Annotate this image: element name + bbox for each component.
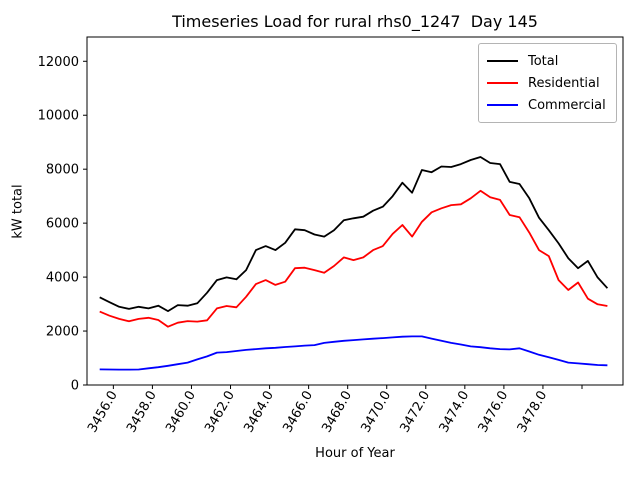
y-tick-label: 2000 — [46, 325, 79, 340]
legend: Total Residential Commercial — [478, 43, 617, 123]
legend-label-residential: Residential — [528, 75, 600, 91]
x-tick-label: 3472.0 — [398, 389, 434, 436]
x-tick-label: 3458.0 — [124, 389, 160, 436]
series-line-total — [99, 156, 609, 313]
x-tick-label: 3464.0 — [241, 389, 277, 436]
legend-label-total: Total — [528, 53, 559, 69]
series-line-commercial — [99, 335, 608, 371]
plot-spines — [86, 36, 624, 386]
y-tick-label: 4000 — [46, 271, 79, 286]
legend-item-residential: Residential — [487, 72, 608, 94]
legend-item-commercial: Commercial — [487, 94, 608, 116]
y-tick-label: 0 — [71, 379, 79, 394]
x-tick-label: 3460.0 — [163, 389, 199, 436]
x-tick-label: 3476.0 — [476, 389, 512, 436]
legend-label-commercial: Commercial — [528, 97, 606, 113]
x-tick-label: 3466.0 — [280, 389, 316, 436]
x-tick-label: 3470.0 — [358, 389, 394, 436]
x-tick-label: 3474.0 — [437, 389, 473, 436]
x-tick-label: 3462.0 — [202, 389, 238, 436]
legend-item-total: Total — [487, 50, 608, 72]
y-axis-label: kW total — [10, 184, 26, 239]
y-tick-label: 6000 — [46, 217, 79, 232]
chart-title: Timeseries Load for rural rhs0_1247 Day … — [172, 12, 538, 31]
residential-line-swatch — [487, 82, 518, 84]
x-tick-label: 3456.0 — [85, 389, 121, 436]
series-line-residential — [99, 189, 608, 328]
x-tick-label: 3468.0 — [319, 389, 355, 436]
total-line-swatch — [487, 60, 518, 62]
y-tick-label: 10000 — [38, 109, 79, 124]
commercial-line-swatch — [487, 104, 518, 106]
y-tick-label: 12000 — [38, 55, 79, 70]
y-tick-label: 8000 — [46, 163, 79, 178]
x-tick-label: 3478.0 — [515, 389, 551, 436]
x-axis-label: Hour of Year — [315, 446, 395, 461]
